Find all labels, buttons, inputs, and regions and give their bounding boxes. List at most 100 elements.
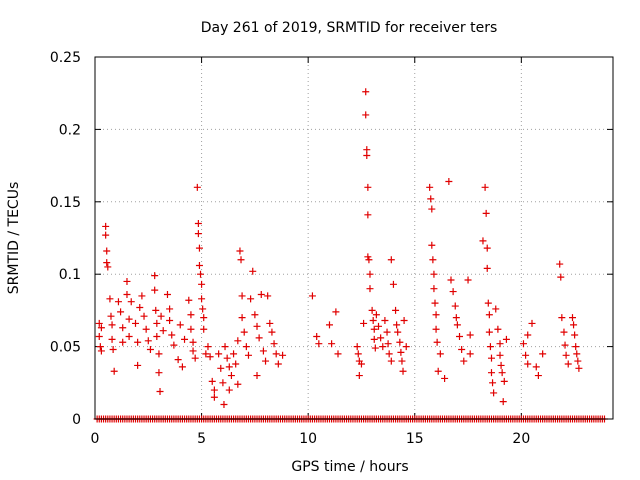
data-point (155, 350, 163, 358)
data-point (153, 332, 161, 340)
data-point (479, 237, 487, 245)
data-point (556, 260, 564, 268)
y-tick-label: 0.15 (50, 195, 81, 211)
data-point (464, 276, 472, 284)
data-point (524, 360, 532, 368)
data-point (268, 328, 276, 336)
data-point (103, 247, 111, 255)
data-point (140, 312, 148, 320)
data-point (198, 280, 206, 288)
x-tick-label: 5 (197, 431, 206, 447)
data-point (460, 357, 468, 365)
data-point (178, 363, 186, 371)
data-point (499, 398, 507, 406)
data-point (485, 311, 493, 319)
data-point (396, 338, 404, 346)
data-points (93, 88, 608, 423)
data-point (372, 311, 380, 319)
data-point (197, 270, 205, 278)
data-point (452, 314, 460, 322)
data-point (210, 386, 218, 394)
data-point (449, 288, 457, 296)
data-point (219, 379, 227, 387)
data-point (221, 343, 229, 351)
data-point (354, 350, 362, 358)
data-point (181, 335, 189, 343)
data-point (519, 340, 527, 348)
data-point (445, 178, 453, 186)
data-point (363, 151, 371, 159)
data-point (193, 183, 201, 191)
data-point (142, 325, 150, 333)
data-point (402, 343, 410, 351)
x-axis-label: GPS time / hours (291, 459, 408, 475)
data-point (108, 321, 116, 329)
data-point (557, 273, 565, 281)
data-point (195, 262, 203, 270)
data-point (574, 357, 582, 365)
data-point (247, 295, 255, 303)
data-point (492, 305, 500, 313)
data-point (153, 319, 161, 327)
data-point (244, 351, 252, 359)
data-point (381, 317, 389, 325)
data-point (163, 290, 171, 298)
data-point (194, 230, 202, 238)
data-point (456, 332, 464, 340)
data-point (484, 299, 492, 307)
data-point (125, 332, 133, 340)
data-point (572, 343, 580, 351)
data-point (97, 347, 105, 355)
data-point (429, 256, 437, 264)
data-point (210, 393, 218, 401)
data-point (397, 348, 405, 356)
data-point (334, 350, 342, 358)
data-point (157, 312, 165, 320)
data-point (487, 369, 495, 377)
y-tick-label: 0 (72, 412, 81, 428)
data-point (110, 367, 118, 375)
x-tick-label: 20 (512, 431, 530, 447)
data-point (220, 401, 228, 409)
data-point (95, 319, 103, 327)
data-point (430, 270, 438, 278)
data-point (532, 363, 540, 371)
data-point (362, 111, 370, 119)
data-point (123, 290, 131, 298)
data-point (399, 367, 407, 375)
data-point (206, 353, 214, 361)
data-point (240, 328, 248, 336)
data-point (215, 350, 223, 358)
data-point (166, 305, 174, 313)
chart-title: Day 261 of 2019, SRMTID for receiver ter… (201, 20, 498, 36)
data-point (123, 277, 131, 285)
data-point (119, 324, 127, 332)
data-point (400, 317, 408, 325)
data-point (144, 337, 152, 345)
data-point (466, 350, 474, 358)
data-point (232, 360, 240, 368)
x-tick-label: 15 (406, 431, 424, 447)
data-point (117, 308, 125, 316)
data-point (315, 340, 323, 348)
x-tick-label: 0 (91, 431, 100, 447)
data-point (466, 331, 474, 339)
data-point (279, 351, 287, 359)
data-point (383, 328, 391, 336)
y-tick-labels: 0 0.05 0.1 0.15 0.2 0.25 (50, 50, 81, 428)
data-point (387, 357, 395, 365)
data-point (202, 350, 210, 358)
data-point (227, 372, 235, 380)
data-point (366, 270, 374, 278)
data-point (104, 263, 112, 271)
data-point (170, 341, 178, 349)
data-point (486, 343, 494, 351)
data-point (259, 347, 267, 355)
data-point (238, 292, 246, 300)
data-point (558, 314, 566, 322)
data-point (370, 325, 378, 333)
data-point (560, 328, 568, 336)
data-point (176, 321, 184, 329)
data-point (573, 350, 581, 358)
